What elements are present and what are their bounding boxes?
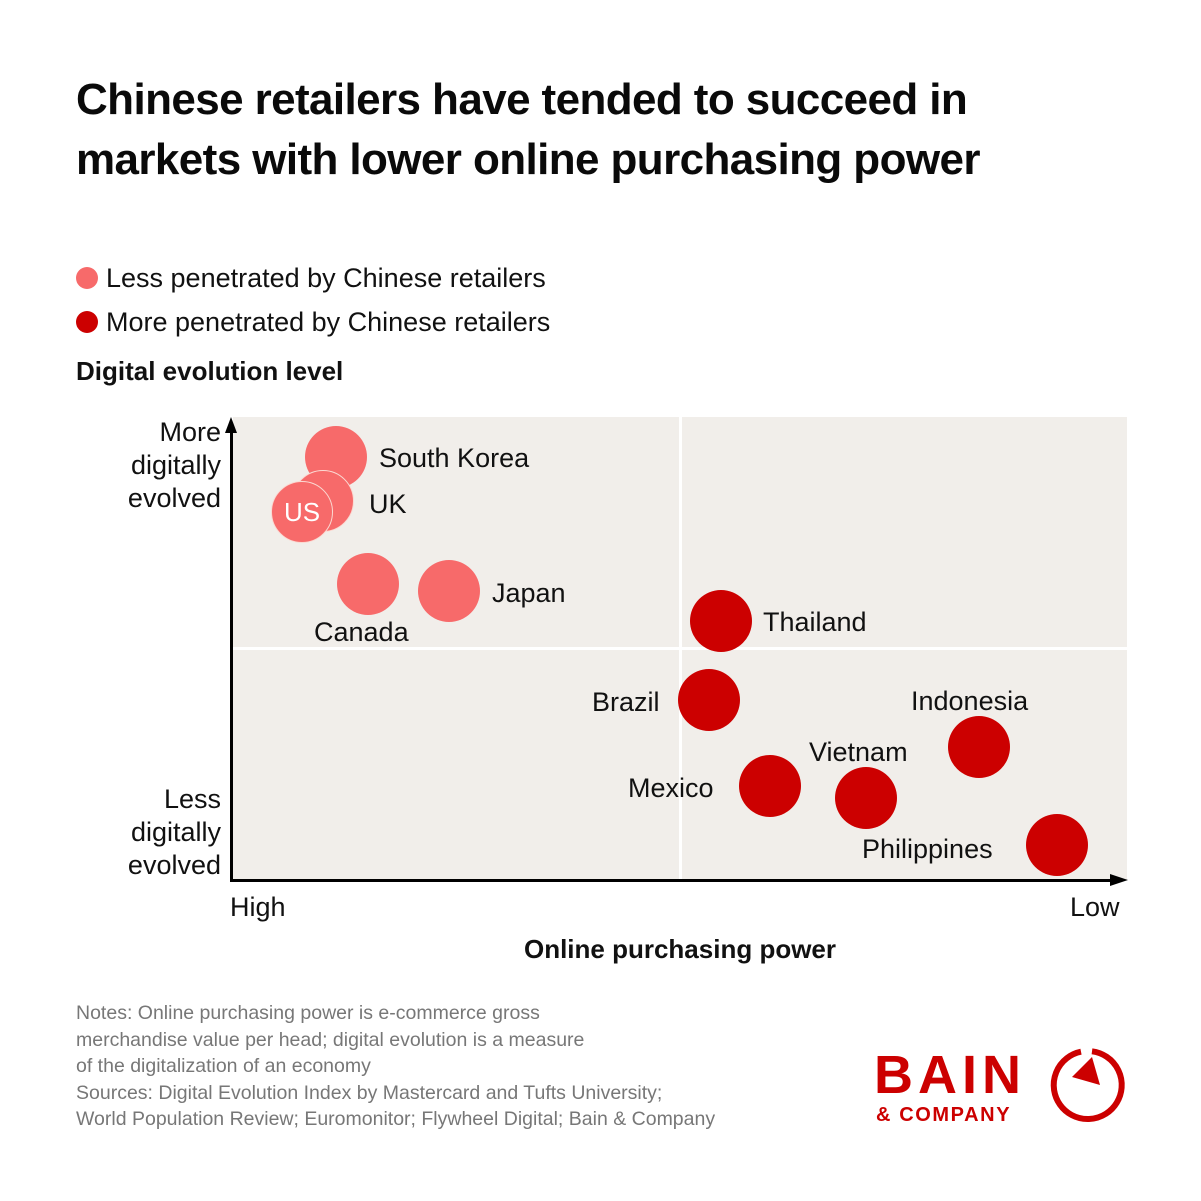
arrow-up-icon [225,417,237,433]
legend-label: More penetrated by Chinese retailers [106,306,551,337]
x-axis-line [230,879,1114,882]
plot-area [233,417,1127,880]
bubble-japan [418,560,480,622]
legend-label: Less penetrated by Chinese retailers [106,262,546,293]
notes-line: Notes: Online purchasing power is e-comm… [76,1002,540,1024]
logo-subtitle: & COMPANY [876,1104,1012,1126]
y-axis-line [230,428,233,882]
grid-line-horizontal [233,647,1127,650]
x-axis-right-label: Low [1070,892,1120,922]
notes-line: of the digitalization of an economy [76,1055,371,1077]
notes-and-sources: Notes: Online purchasing power is e-comm… [76,1000,715,1133]
sources-line: Sources: Digital Evolution Index by Mast… [76,1081,663,1104]
bubble-us: US [271,481,333,543]
label-japan: Japan [492,578,566,608]
y-bottom-line: Less [163,784,221,814]
bubble-philippines [1026,814,1088,876]
bubble-brazil [678,669,740,731]
label-canada: Canada [314,617,409,647]
label-vietnam: Vietnam [809,737,908,767]
y-axis-top-label: More digitally evolved [76,416,221,515]
arrow-right-icon [1110,873,1128,886]
bubble-vietnam [835,767,897,829]
y-axis-bottom-label: Less digitally evolved [76,783,221,882]
label-indonesia: Indonesia [911,686,1029,716]
sources-line: World Population Review; Euromonitor; Fl… [76,1108,716,1130]
y-bottom-line: digitally [130,817,221,847]
chart-title: Chinese retailers have tended to succeed… [76,75,980,184]
label-thailand: Thailand [763,607,867,637]
notes-line: merchandise value per head; digital evol… [76,1028,585,1051]
bain-logo: BAIN & COMPANY [874,1046,1134,1136]
bubble-canada [337,553,399,615]
legend-item-more-penetrated: More penetrated by Chinese retailers [76,300,550,344]
y-top-line: evolved [127,483,221,513]
legend-dot-light-red-icon [76,267,98,289]
legend: Less penetrated by Chinese retailers Mor… [76,256,550,344]
bubble-indonesia [948,716,1010,778]
label-philippines: Philippines [862,834,993,864]
legend-dot-dark-red-icon [76,311,98,333]
logo-wordmark: BAIN [874,1045,1026,1105]
label-brazil: Brazil [592,687,660,717]
y-bottom-line: evolved [127,850,221,880]
y-top-line: More [159,417,221,447]
y-axis-title: Digital evolution level [76,356,344,386]
bain-compass-icon [1050,1048,1125,1123]
bubble-label-us: US [283,496,321,527]
x-axis-title: Online purchasing power [523,934,837,964]
x-axis-left-label: High [230,892,286,922]
legend-item-less-penetrated: Less penetrated by Chinese retailers [76,256,550,300]
label-mexico: Mexico [628,773,714,803]
label-uk: UK [369,489,407,519]
bubble-mexico [739,755,801,817]
bubble-thailand [690,590,752,652]
label-south-korea: South Korea [379,443,530,473]
y-top-line: digitally [130,450,221,480]
